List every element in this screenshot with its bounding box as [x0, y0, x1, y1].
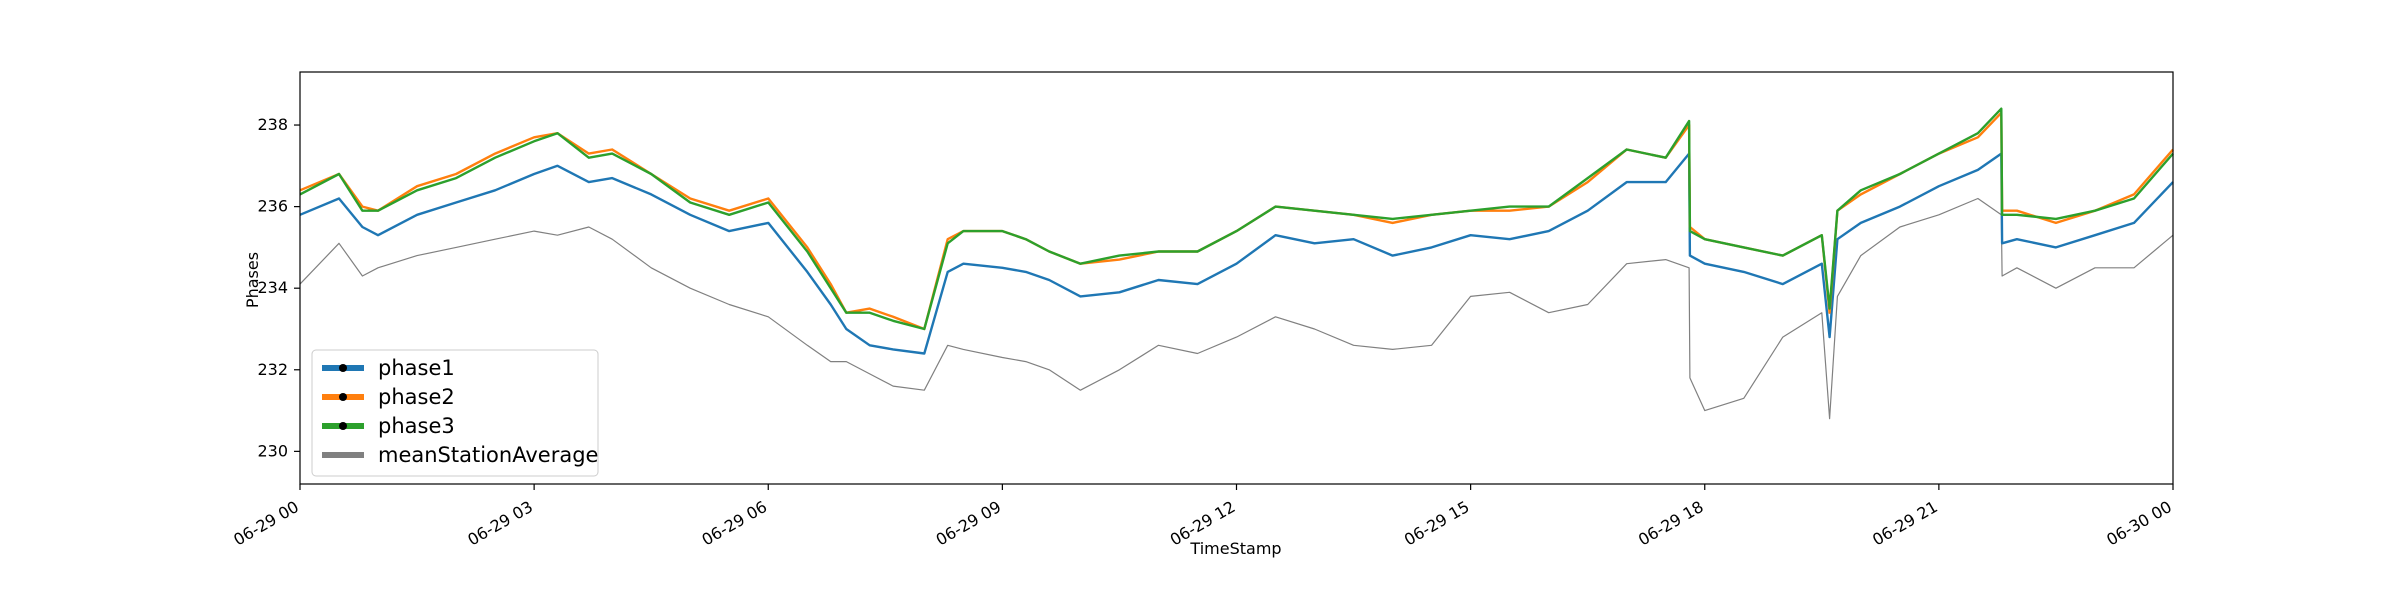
y-axis-label: Phases: [243, 252, 262, 308]
y-axis-ticks: 230 232 234 236 238: [257, 115, 300, 460]
legend-marker-phase2: [339, 393, 347, 401]
y-tick-label: 230: [257, 441, 288, 460]
legend-box: [311, 349, 599, 477]
legend-marker-phase3: [339, 422, 347, 430]
series-line-phase3: [299, 107, 2174, 331]
legend-label-phase1: phase1: [378, 356, 455, 380]
y-tick-label: 236: [257, 197, 288, 216]
y-tick-label: 234: [257, 278, 288, 297]
series-layer: [299, 107, 2174, 420]
y-tick-label: 232: [257, 360, 288, 379]
x-axis-label: TimeStamp: [1189, 539, 1281, 558]
series-line-meanStationAverage: [299, 197, 2174, 420]
series-line-phase1: [299, 152, 2174, 355]
y-tick-label: 238: [257, 115, 288, 134]
chart-legend: phase1 phase2 phase3 meanStationAverage: [311, 349, 599, 477]
legend-marker-phase1: [339, 364, 347, 372]
legend-label-meanStationAverage: meanStationAverage: [378, 443, 598, 467]
legend-label-phase3: phase3: [378, 414, 455, 438]
legend-label-phase2: phase2: [378, 385, 455, 409]
